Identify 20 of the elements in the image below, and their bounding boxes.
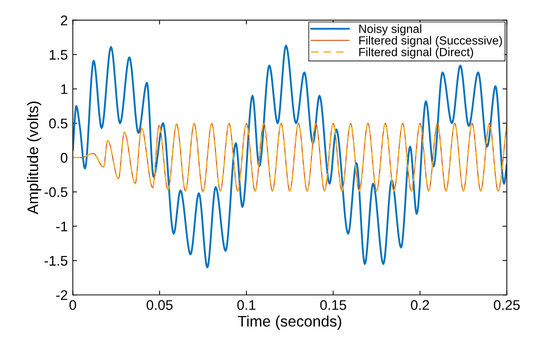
y-tick-label: 1 [61,84,68,94]
x-tick-label: 0.25 [494,300,520,310]
y-axis-title: Amplitude (volts) [26,102,42,214]
x-tick-label: 0.05 [146,300,173,310]
x-tick-label: 0.1 [237,300,256,310]
y-tick-label: -1 [56,222,68,232]
legend-label: Filtered signal (Direct) [359,48,474,59]
y-tick-label: 0.5 [49,118,68,128]
legend-label: Filtered signal (Successive) [359,36,502,47]
y-tick-label: 2 [60,16,68,26]
y-tick-label: -2 [56,290,68,300]
y-tick-label: -1.5 [44,256,68,266]
legend-label: Noisy signal [359,24,422,36]
y-tick-label: 1.5 [50,50,68,60]
x-tick-label: 0.15 [320,300,346,310]
y-tick-label: -0.5 [44,187,68,198]
y-tick-label: 0 [60,152,68,163]
x-axis-title: Time (seconds) [238,315,342,330]
x-tick-label: 0 [69,300,76,310]
x-tick-label: 0.2 [410,300,429,310]
